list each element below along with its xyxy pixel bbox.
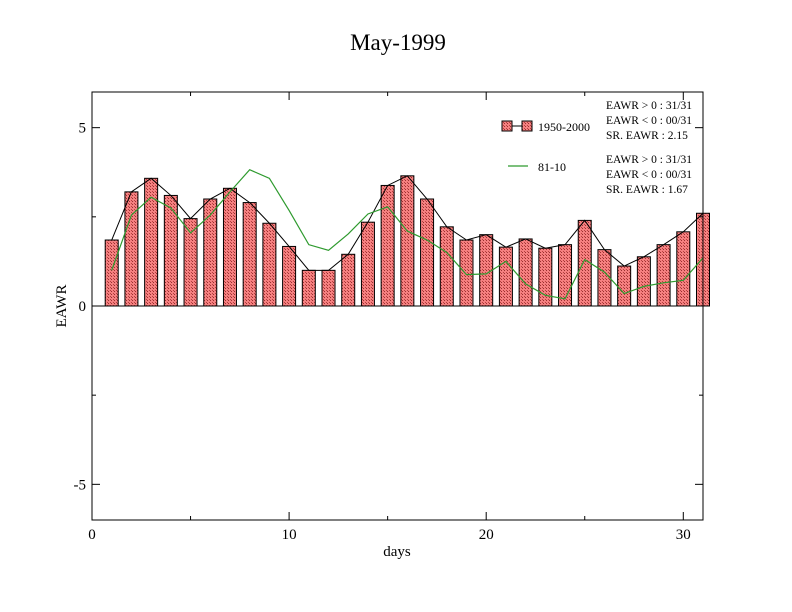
y-axis-label: EAWR <box>54 285 70 328</box>
legend-1950-2000-swatch <box>501 120 513 132</box>
bar-day-22 <box>518 238 533 307</box>
x-tick-label: 30 <box>676 527 691 543</box>
bar-day-2 <box>124 191 139 307</box>
bar-day-13 <box>341 253 356 307</box>
stat-2-sr: SR. EAWR : 1.67 <box>606 184 688 196</box>
bar-day-5 <box>183 218 198 307</box>
bar-day-28 <box>636 256 651 307</box>
bar-day-1 <box>104 239 119 307</box>
x-tick-label: 10 <box>282 527 297 543</box>
bar-day-17 <box>420 198 435 307</box>
stat-1-pos: EAWR > 0 : 31/31 <box>606 100 692 112</box>
axes: 0 10 20 30 5 0 -5 <box>74 92 703 543</box>
y-tick-label: 0 <box>79 299 87 315</box>
legend-81-10-label: 81-10 <box>538 160 566 174</box>
series-1950-2000-line <box>111 175 704 271</box>
y-tick-label: 5 <box>79 121 87 137</box>
bar-day-18 <box>439 226 454 307</box>
stat-1-neg: EAWR < 0 : 00/31 <box>606 115 692 127</box>
bar-day-9 <box>262 222 277 307</box>
bar-day-24 <box>558 244 573 307</box>
bar-day-19 <box>459 239 474 307</box>
x-axis-label: days <box>383 544 411 560</box>
y-tick-label: -5 <box>74 477 87 493</box>
stat-2-neg: EAWR < 0 : 00/31 <box>606 169 692 181</box>
bar-day-7 <box>222 187 237 307</box>
bar-day-21 <box>498 246 513 307</box>
bar-day-23 <box>538 247 553 307</box>
bar-day-8 <box>242 202 257 307</box>
stat-2-pos: EAWR > 0 : 31/31 <box>606 154 692 166</box>
legend-1950-2000-swatch-2 <box>521 120 533 132</box>
plot-area <box>92 169 710 307</box>
bar-day-10 <box>282 245 297 307</box>
legend: 1950-2000 81-10 EAWR > 0 : 31/31 EAWR < 0 :… <box>501 100 692 196</box>
bar-day-11 <box>301 269 316 307</box>
chart-title: May-1999 <box>350 30 446 55</box>
bar-day-30 <box>676 231 691 307</box>
bar-day-29 <box>656 244 671 307</box>
bar-day-16 <box>400 175 415 307</box>
bar-day-12 <box>321 269 336 307</box>
bar-day-27 <box>617 265 632 307</box>
legend-1950-2000-label: 1950-2000 <box>538 120 590 134</box>
stat-1-sr: SR. EAWR : 2.15 <box>606 130 688 142</box>
x-tick-label: 0 <box>88 527 96 543</box>
bar-day-4 <box>163 194 178 307</box>
bar-day-14 <box>360 221 375 307</box>
x-tick-label: 20 <box>479 527 494 543</box>
bar-day-15 <box>380 184 395 307</box>
